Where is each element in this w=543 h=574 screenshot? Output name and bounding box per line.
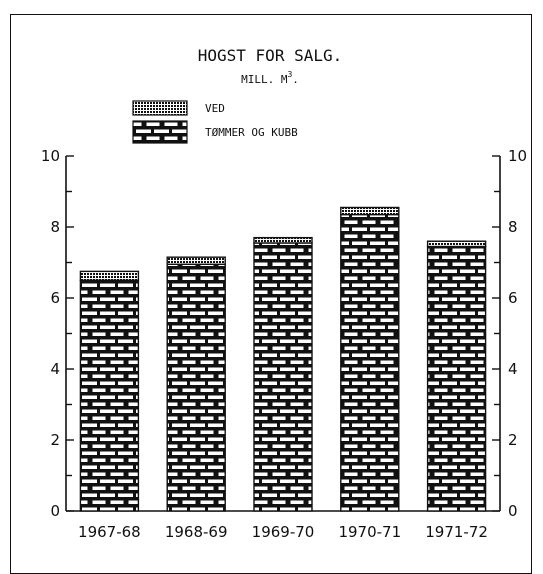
x-tick-label: 1970-71 [338, 523, 401, 541]
y-tick-label-right: 0 [508, 502, 518, 520]
bar-ved [253, 236, 313, 244]
x-tick-label: 1967-68 [78, 523, 141, 541]
bar-ved [166, 256, 226, 265]
y-tick-label-right: 4 [508, 360, 518, 378]
y-tick-label-left: 0 [50, 502, 60, 520]
y-tick-label-left: 4 [50, 360, 60, 378]
bar-ved [340, 206, 400, 216]
y-tick-label-left: 2 [50, 431, 60, 449]
y-tick-label-right: 8 [508, 218, 518, 236]
bar-chart: HOGST FOR SALG. MILL. M3. VED TØMMER OG … [41, 46, 527, 541]
bar-ved [426, 240, 487, 248]
x-tick-label: 1969-70 [252, 523, 315, 541]
bar-tommer-og-kubb [166, 263, 226, 512]
y-tick-label-left: 10 [41, 147, 60, 165]
y-tick-label-right: 6 [508, 289, 518, 307]
x-tick-label: 1971-72 [425, 523, 488, 541]
legend: VED TØMMER OG KUBB [132, 100, 298, 144]
legend-swatch-ved [132, 100, 188, 116]
bar-tommer-og-kubb [253, 242, 313, 512]
superscript-3: 3 [287, 70, 292, 79]
x-tick-label: 1968-69 [165, 523, 228, 541]
legend-label-tommer: TØMMER OG KUBB [205, 126, 298, 139]
chart-subtitle: MILL. M3. [241, 70, 299, 86]
bars [79, 206, 487, 512]
category-labels: 1967-68 1968-69 1969-70 1970-71 1971-72 [78, 523, 488, 541]
y-tick-label-left: 8 [50, 218, 60, 236]
y-tick-label-right: 2 [508, 431, 518, 449]
legend-swatch-tommer [132, 120, 188, 144]
y-tick-label-left: 6 [50, 289, 60, 307]
bar-tommer-og-kubb [426, 245, 487, 512]
legend-label-ved: VED [205, 102, 225, 115]
bar-ved [79, 270, 140, 281]
y-tick-label-right: 10 [508, 147, 527, 165]
bar-tommer-og-kubb [79, 279, 140, 512]
bar-tommer-og-kubb [340, 213, 400, 512]
chart-title: HOGST FOR SALG. [198, 46, 343, 65]
